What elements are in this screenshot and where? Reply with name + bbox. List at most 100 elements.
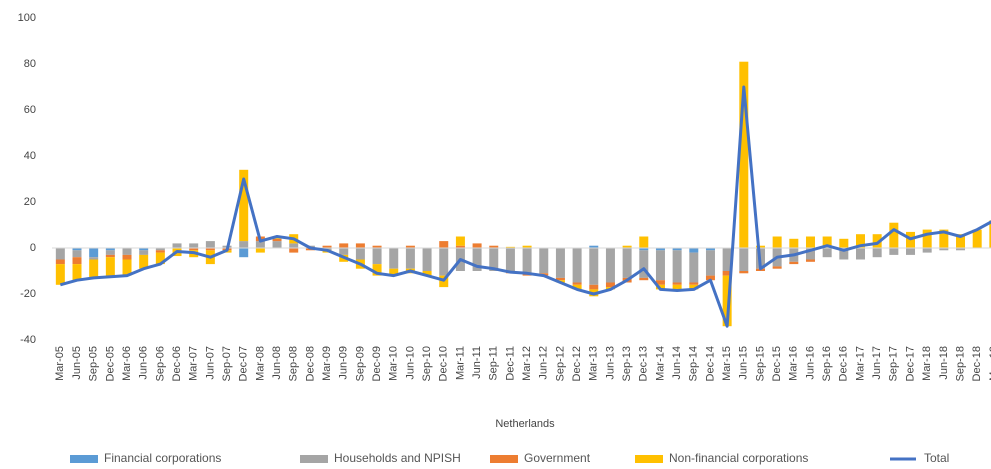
x-axis-title: Netherlands <box>495 418 555 430</box>
bar-segment <box>272 238 282 242</box>
bar-segment <box>672 250 682 283</box>
bar-segment <box>355 243 365 248</box>
bar-segment <box>839 238 849 248</box>
bar-segment <box>605 282 615 288</box>
x-tick-label: Mar-07 <box>188 346 200 381</box>
bar-segment <box>922 229 932 248</box>
x-tick-label: Mar-12 <box>521 346 533 381</box>
bar-segment <box>772 236 782 248</box>
x-tick-label: Jun-10 <box>404 346 416 380</box>
bar-segment <box>839 248 849 260</box>
y-tick-label: -20 <box>20 288 36 300</box>
x-tick-label: Dec-17 <box>904 346 916 381</box>
bar-segment <box>739 61 749 249</box>
x-tick-label: Sep-08 <box>288 346 300 381</box>
bar-segment <box>972 229 982 248</box>
bar-segment <box>589 284 599 290</box>
legend-label: Households and NPISH <box>334 451 461 465</box>
x-tick-label: Dec-13 <box>638 346 650 381</box>
bar-segment <box>489 248 499 271</box>
bar-segment <box>205 241 215 248</box>
legend-swatch <box>635 455 663 463</box>
bar-segment <box>622 245 632 248</box>
bar-segment <box>405 245 415 248</box>
bar-segment <box>372 245 382 248</box>
bar-segment <box>272 241 282 248</box>
x-tick-label: Jun-15 <box>738 346 750 380</box>
x-tick-label: Jun-07 <box>204 346 216 380</box>
bar-segment <box>705 275 715 281</box>
bar-segment <box>739 248 749 271</box>
bar-segment <box>805 248 815 260</box>
bar-segment <box>655 280 665 285</box>
x-tick-label: Sep-09 <box>354 346 366 381</box>
bar-segment <box>72 264 82 281</box>
bar-segment <box>239 169 249 242</box>
x-tick-label: Mar-19 <box>988 346 991 381</box>
x-tick-label: Mar-08 <box>254 346 266 381</box>
bar-segment <box>822 236 832 248</box>
x-tick-label: Mar-14 <box>654 346 666 381</box>
y-tick-label: 100 <box>18 12 36 24</box>
x-tick-label: Dec-06 <box>171 346 183 381</box>
bar-segment <box>689 284 699 290</box>
x-tick-label: Dec-14 <box>704 346 716 381</box>
bar-segment <box>155 250 165 253</box>
bar-segment <box>939 248 949 251</box>
bar-segment <box>55 264 65 285</box>
x-tick-label: Mar-09 <box>321 346 333 381</box>
x-tick-label: Mar-06 <box>121 346 133 381</box>
y-tick-label: 60 <box>24 104 36 116</box>
bar-segment <box>105 257 115 277</box>
x-tick-label: Mar-16 <box>788 346 800 381</box>
x-tick-label: Sep-10 <box>421 346 433 381</box>
bar-segment <box>555 277 565 281</box>
bar-segment <box>705 250 715 276</box>
x-tick-label: Sep-17 <box>888 346 900 381</box>
bar-segment <box>472 248 482 271</box>
bar-segment <box>655 250 665 281</box>
bar-segment <box>589 248 599 285</box>
bar-segment <box>956 248 966 251</box>
bar-segment <box>572 248 582 283</box>
bar-segment <box>105 248 115 251</box>
bar-segment <box>389 268 399 276</box>
x-tick-label: Jun-06 <box>138 346 150 380</box>
bar-segment <box>289 248 299 253</box>
bar-segment <box>255 241 265 248</box>
bar-segment <box>805 236 815 248</box>
bar-segment <box>239 248 249 258</box>
bar-segment <box>989 220 991 248</box>
y-tick-label: 80 <box>24 58 36 70</box>
bar-segment <box>505 248 515 271</box>
bar-segment <box>55 259 65 265</box>
bar-segment <box>555 248 565 278</box>
bar-segment <box>105 254 115 258</box>
legend-swatch <box>70 455 98 463</box>
x-tick-label: Sep-15 <box>754 346 766 381</box>
bar-segment <box>355 248 365 260</box>
bar-segment <box>155 252 165 265</box>
x-tick-label: Dec-18 <box>971 346 983 381</box>
bar-segment <box>239 241 249 248</box>
bar-segment <box>522 248 532 274</box>
x-tick-label: Mar-17 <box>854 346 866 381</box>
bar-segment <box>72 248 82 251</box>
bar-segment <box>672 284 682 291</box>
x-tick-label: Jun-11 <box>471 346 483 379</box>
bar-segment <box>722 271 732 276</box>
bar-segment <box>789 238 799 248</box>
bar-segment <box>155 248 165 251</box>
bar-segment <box>339 243 349 248</box>
x-tick-label: Mar-05 <box>54 346 66 381</box>
bar-segment <box>139 254 149 269</box>
bar-segment <box>455 236 465 246</box>
bar-segment <box>689 252 699 283</box>
bar-segment <box>755 245 765 248</box>
bar-segment <box>339 248 349 255</box>
bar-segment <box>872 248 882 258</box>
x-tick-label: Dec-10 <box>438 346 450 381</box>
x-tick-label: Dec-12 <box>571 346 583 381</box>
bar-segment <box>572 284 582 290</box>
x-tick-label: Jun-13 <box>604 346 616 380</box>
